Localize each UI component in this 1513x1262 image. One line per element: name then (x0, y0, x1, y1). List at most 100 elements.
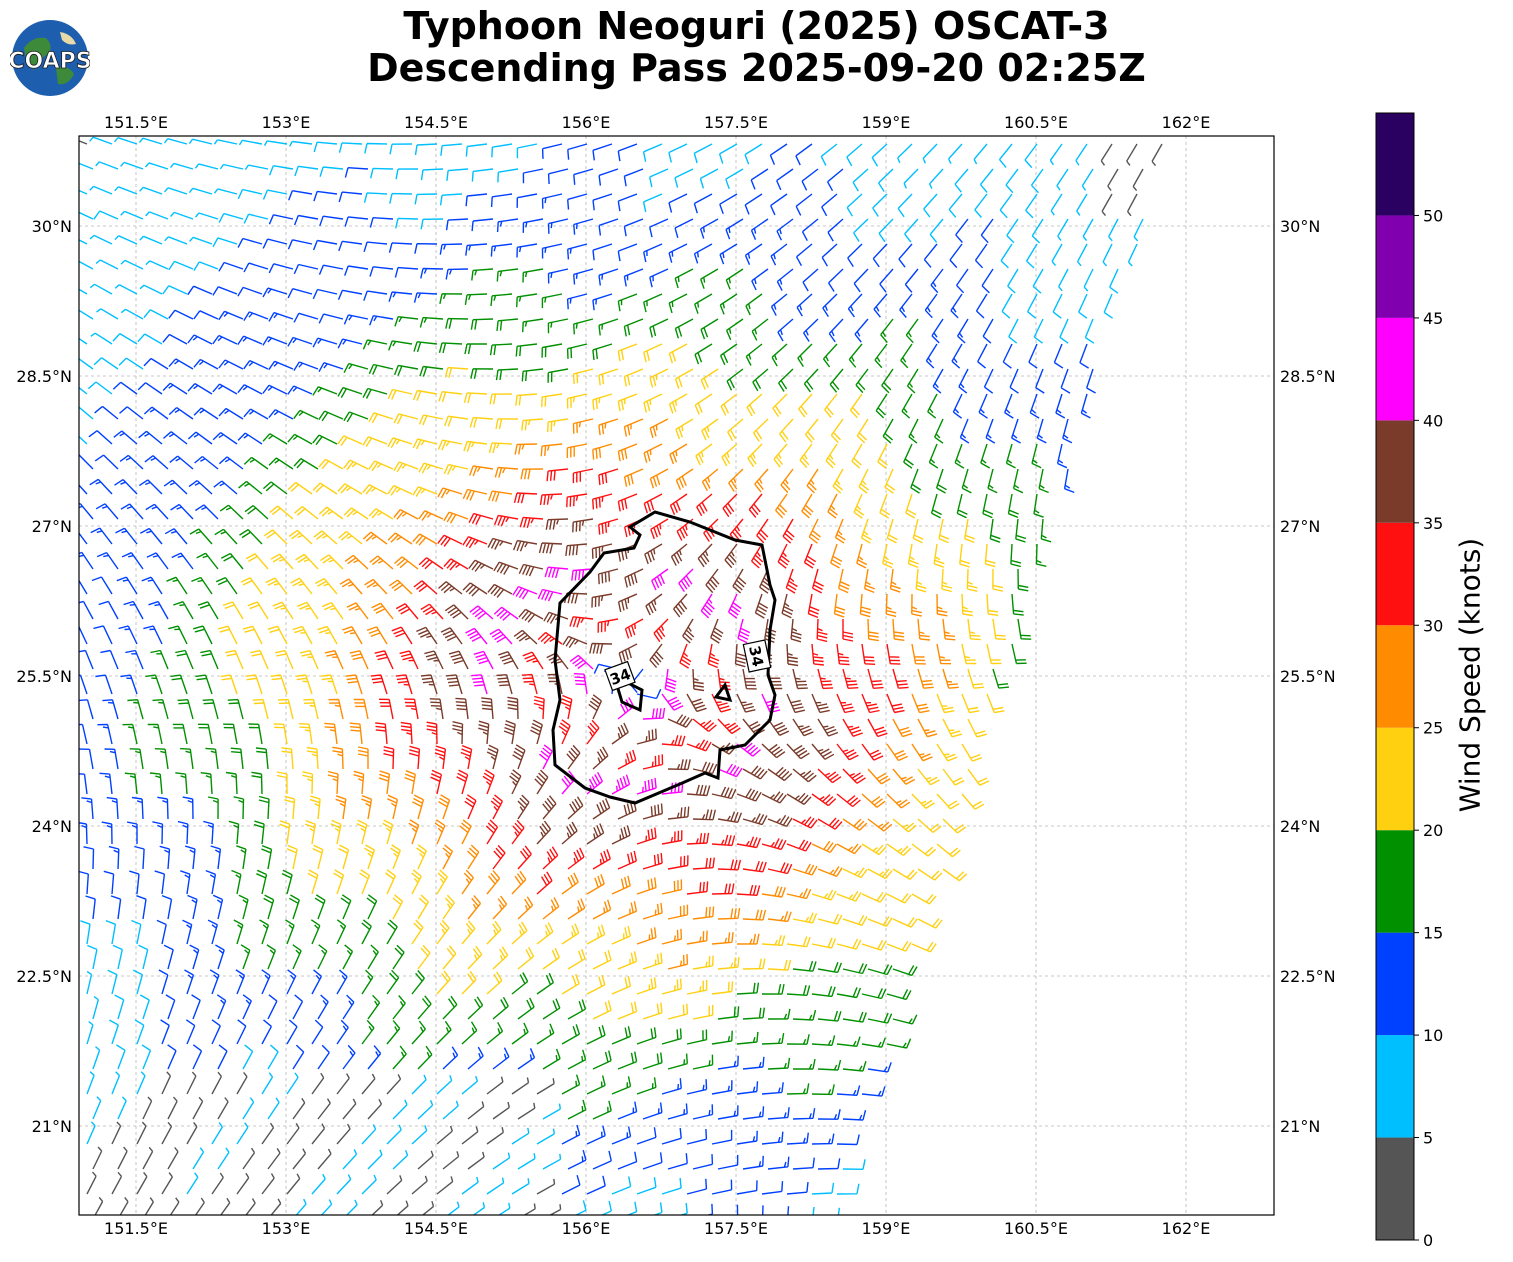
wind-barb (536, 871, 553, 895)
wind-barb (519, 516, 544, 528)
wind-barb (1005, 443, 1016, 469)
wind-barb (592, 746, 609, 770)
wind-barb (369, 266, 394, 277)
wind-barb (812, 1237, 834, 1244)
wind-barb (811, 693, 830, 714)
wind-barb (589, 642, 613, 654)
wind-barb (846, 143, 863, 167)
wind-barb (464, 343, 487, 355)
wind-barb (711, 932, 734, 945)
wind-barb (645, 593, 663, 616)
wind-barb (437, 439, 463, 451)
wind-barb (874, 343, 888, 369)
wind-barb (642, 1052, 663, 1070)
wind-barb (700, 268, 719, 289)
wind-barb (238, 894, 249, 920)
wind-barb (692, 1154, 714, 1170)
wind-barb (186, 1172, 199, 1195)
lat-label-right: 22.5°N (1280, 967, 1336, 986)
wind-barb (168, 407, 194, 420)
wind-barb (513, 629, 538, 645)
wind-barb (261, 844, 273, 870)
wind-barb (346, 602, 369, 620)
wind-barb (817, 1010, 842, 1022)
wind-barb (364, 142, 388, 154)
wind-barb (636, 877, 657, 895)
wind-barb (318, 506, 344, 520)
wind-barb (826, 168, 844, 192)
wind-barb (811, 743, 835, 760)
wind-barb (853, 268, 869, 293)
wind-barb (649, 268, 669, 288)
wind-barb (118, 625, 138, 645)
wind-barb (330, 819, 342, 845)
wind-barb (467, 1101, 485, 1120)
wind-barb (318, 362, 344, 372)
lon-label-bottom: 159°E (862, 1219, 911, 1238)
wind-barb (1009, 368, 1019, 394)
wind-barb (811, 1035, 836, 1046)
wind-barb (497, 1202, 511, 1215)
wind-barb (92, 1096, 102, 1120)
wind-barb (725, 168, 744, 190)
colorbar-bin (1376, 522, 1414, 626)
lat-label-right: 24°N (1280, 817, 1320, 836)
wind-barb (467, 945, 483, 970)
wind-barb (89, 185, 113, 195)
wind-barb (522, 318, 544, 333)
wind-barb (168, 358, 194, 370)
wind-barb (312, 434, 338, 446)
wind-barb (361, 794, 373, 820)
wind-barb (803, 543, 817, 569)
wind-barb (710, 618, 724, 644)
wind-barb (761, 1131, 784, 1145)
wind-barb (811, 643, 824, 666)
wind-barb (139, 284, 163, 295)
wind-barb (547, 318, 569, 334)
wind-barb (436, 919, 450, 945)
wind-barb (285, 919, 295, 945)
wind-barb (830, 543, 843, 569)
wind-barb (248, 723, 263, 745)
wind-barb (175, 649, 194, 670)
wind-barb (834, 518, 846, 544)
wind-barb (262, 336, 288, 346)
wind-barb (517, 1048, 536, 1070)
wind-barb (517, 1102, 536, 1120)
wind-barb (767, 1156, 790, 1170)
wind-barb (118, 357, 144, 370)
wind-barb (297, 601, 319, 620)
wind-barb (901, 393, 913, 419)
lon-label-bottom: 151.5°E (104, 1219, 168, 1238)
plot-frame (78, 135, 1275, 1216)
wind-barb (598, 418, 619, 436)
wind-barb (521, 368, 544, 382)
wind-barb (636, 977, 657, 995)
wind-barb (566, 493, 588, 508)
wind-barb (952, 393, 963, 419)
wind-barb (514, 443, 538, 455)
wind-barb (956, 268, 969, 294)
wind-barb (338, 142, 363, 153)
wind-barb (87, 381, 113, 395)
wind-barb (389, 143, 413, 155)
wind-barb (822, 343, 838, 368)
wind-barb (364, 578, 388, 595)
wind-barb (293, 409, 319, 420)
wind-barb (91, 576, 113, 595)
wind-barb (215, 576, 238, 595)
wind-barb (832, 468, 844, 494)
wind-barb (359, 869, 371, 895)
wind-barb (302, 771, 314, 795)
wind-barb (899, 293, 913, 318)
wind-barb (445, 317, 469, 329)
wind-barb (1076, 193, 1088, 216)
wind-barb (471, 218, 494, 232)
wind-barb (444, 366, 469, 378)
wind-barb (726, 368, 744, 391)
wind-barb (240, 944, 251, 970)
wind-barb (667, 1053, 688, 1070)
wind-barb (312, 386, 338, 396)
wind-barb (617, 443, 638, 462)
wind-barb (412, 794, 425, 820)
